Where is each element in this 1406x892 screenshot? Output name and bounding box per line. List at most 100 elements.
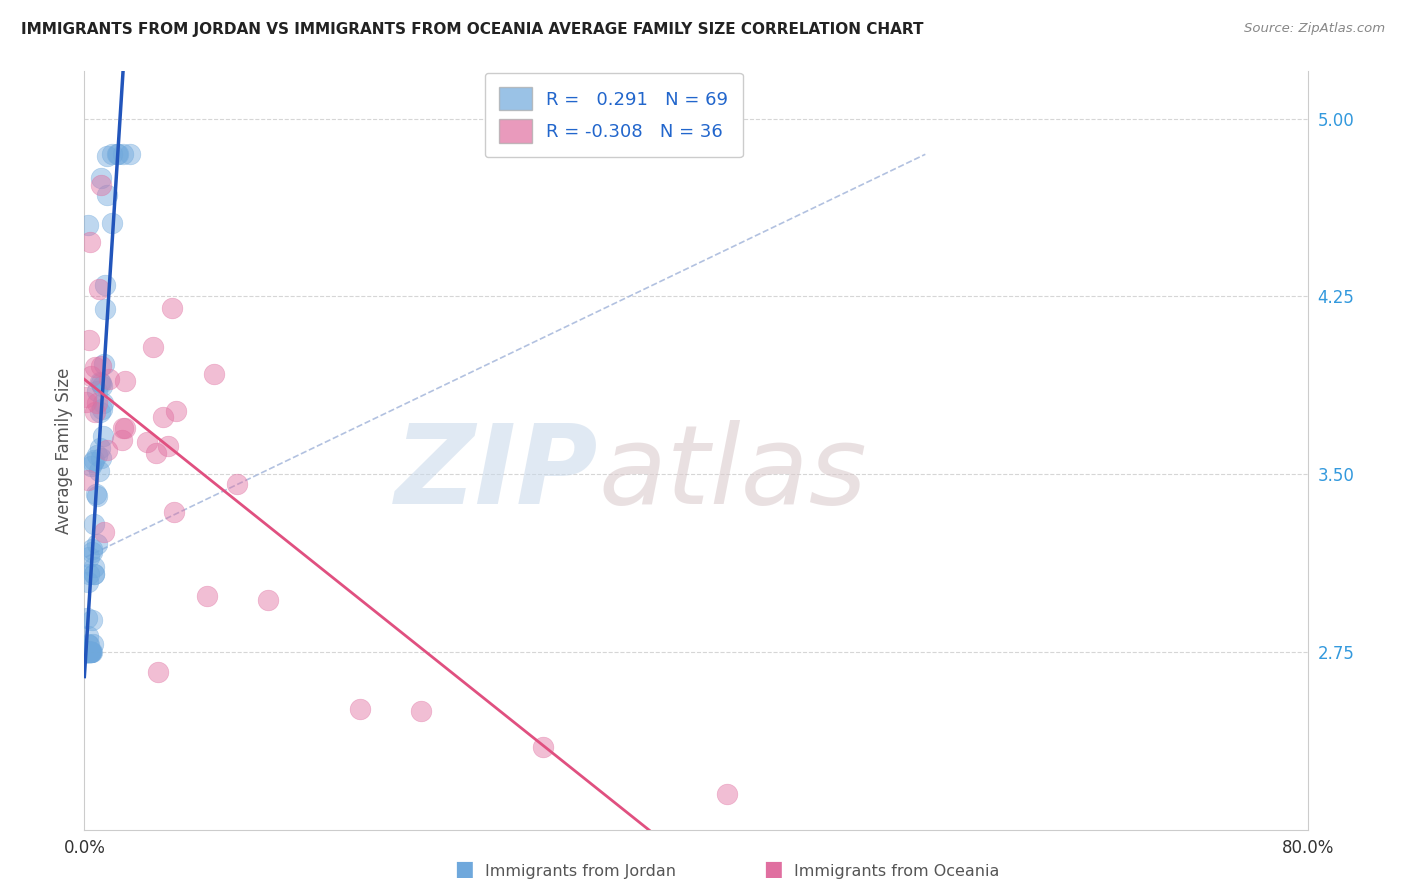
Point [77,333,100,347]
Point [93,357,115,371]
Point [195,589,218,603]
Point [120,147,142,161]
Point [162,301,184,316]
Point [257,593,280,607]
Point [90,359,112,373]
Point [83,567,105,582]
Point [77,645,100,659]
Point [82,455,104,469]
Point [148,665,170,680]
Point [77,637,100,651]
Point [90,451,112,466]
Point [77,645,100,659]
Point [82,613,104,627]
Point [349,702,371,716]
Point [77,638,100,652]
Point [114,374,136,388]
Point [89,405,111,419]
Point [107,147,129,161]
Point [77,566,100,581]
Point [80,645,103,659]
Point [114,421,136,435]
Point [716,787,738,801]
Text: ■: ■ [763,859,783,879]
Point [111,433,134,447]
Point [202,367,225,381]
Point [84,359,107,374]
Text: ZIP: ZIP [395,420,598,526]
Point [77,645,100,659]
Point [84,487,107,501]
Point [76,645,98,659]
Point [96,442,118,457]
Point [80,368,103,383]
Point [77,644,100,658]
Point [111,147,134,161]
Point [86,537,108,551]
Point [86,384,108,399]
Point [75,645,97,659]
Point [93,277,115,292]
Point [101,216,124,230]
Point [89,441,111,455]
Point [77,645,100,659]
Point [79,645,101,659]
Point [76,645,98,659]
Point [86,448,108,462]
Point [86,396,108,410]
Point [77,645,100,659]
Point [75,390,97,404]
Point [75,645,97,659]
Point [105,147,128,161]
Point [79,645,101,659]
Point [86,489,108,503]
Point [90,178,112,193]
Point [91,396,114,410]
Point [89,375,111,389]
Point [82,541,104,556]
Point [165,404,187,418]
Point [75,394,97,409]
Y-axis label: Average Family Size: Average Family Size [55,368,73,533]
Point [93,302,115,317]
Point [83,453,105,467]
Point [157,439,180,453]
Point [93,428,115,442]
Point [76,474,98,488]
Point [83,517,105,532]
Point [76,219,98,233]
Point [226,477,249,491]
Point [75,645,97,659]
Text: Immigrants from Jordan: Immigrants from Jordan [485,863,676,879]
Point [101,147,124,161]
Point [89,464,111,478]
Point [90,376,112,390]
Point [90,379,112,393]
Point [96,188,118,202]
Point [152,409,174,424]
Point [84,405,107,419]
Point [80,459,103,474]
Point [91,401,114,416]
Point [163,505,186,519]
Point [76,629,98,643]
Text: IMMIGRANTS FROM JORDAN VS IMMIGRANTS FROM OCEANIA AVERAGE FAMILY SIZE CORRELATIO: IMMIGRANTS FROM JORDAN VS IMMIGRANTS FRO… [21,22,924,37]
Point [145,446,167,460]
Point [80,645,103,659]
Point [79,549,101,564]
Point [87,282,110,296]
Point [83,560,105,574]
Point [76,611,98,625]
Text: Source: ZipAtlas.com: Source: ZipAtlas.com [1244,22,1385,36]
Point [79,645,101,659]
Point [77,645,100,659]
Point [83,567,105,582]
Point [93,525,115,540]
Point [531,739,554,754]
Text: ■: ■ [454,859,474,879]
Point [76,645,98,659]
Point [96,149,118,163]
Point [90,171,112,186]
Point [79,645,101,659]
Point [82,637,104,651]
